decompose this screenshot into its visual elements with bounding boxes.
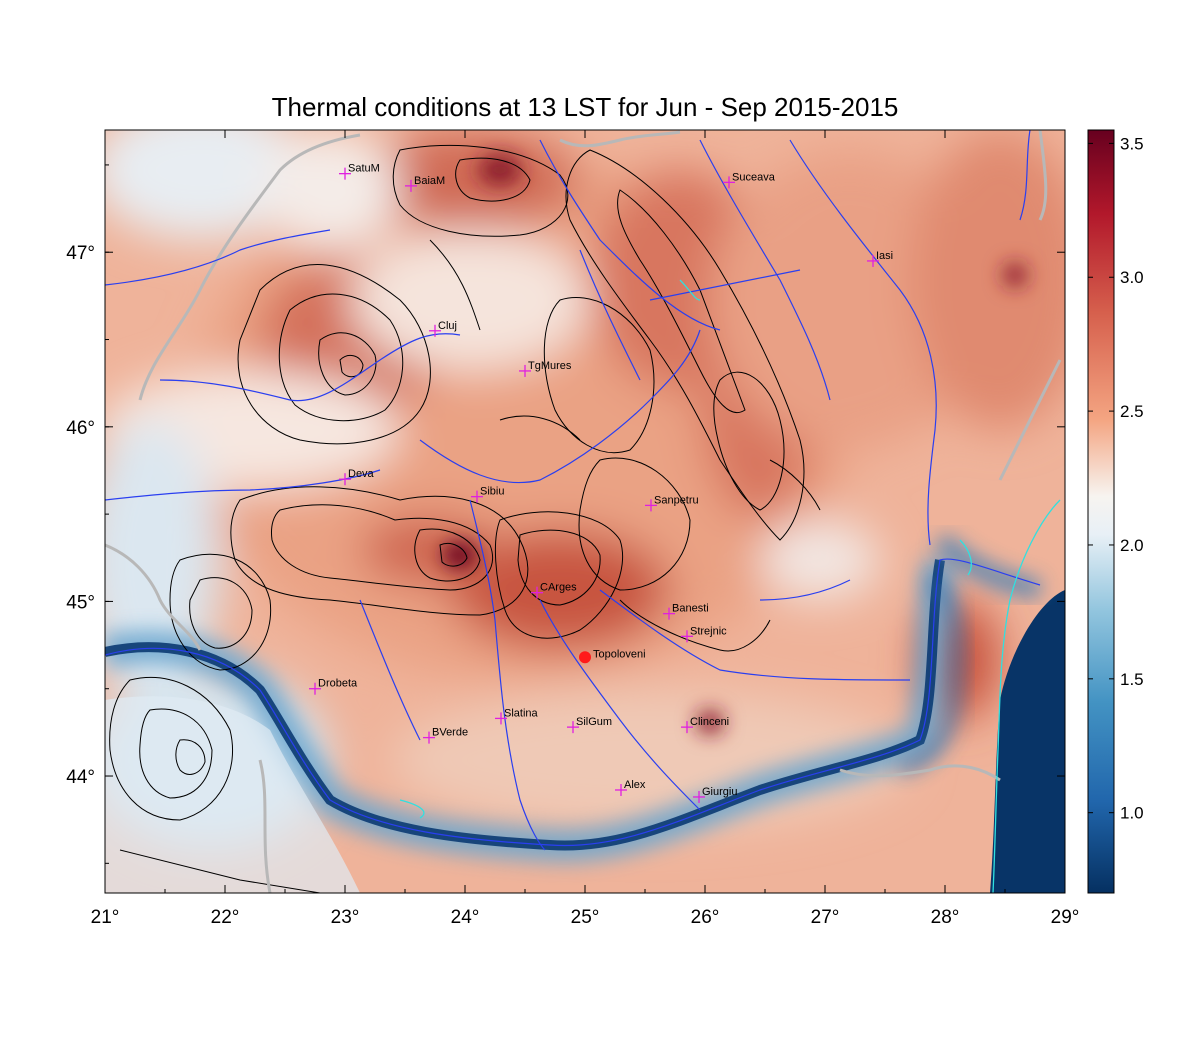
- city-label: Sanpetru: [654, 494, 699, 506]
- city-label: CArges: [540, 582, 577, 594]
- city-marker: Banesti: [663, 603, 709, 620]
- colorbar: [1087, 129, 1115, 894]
- latitude-axis: 44° 45° 46° 47°: [66, 164, 1065, 864]
- highlight-dot: [579, 651, 591, 664]
- city-label: BaiaM: [414, 175, 445, 187]
- city-label: Iasi: [876, 250, 893, 262]
- city-label: Cluj: [438, 320, 457, 332]
- lat-tick-label: 44°: [66, 767, 95, 788]
- city-marker: Slatina: [495, 707, 539, 725]
- lon-tick-label: 24°: [451, 907, 480, 928]
- cb-tick-label: 2.5: [1120, 402, 1144, 421]
- cb-tick-label: 3.5: [1120, 134, 1144, 153]
- city-label: Drobeta: [318, 678, 358, 690]
- city-label: SatuM: [348, 163, 380, 175]
- country-borders: [105, 130, 1062, 893]
- lon-tick-label: 29°: [1051, 907, 1080, 928]
- city-marker: Sanpetru: [645, 494, 699, 512]
- city-marker: TgMures: [519, 360, 572, 377]
- city-label: SilGum: [576, 716, 612, 728]
- lon-tick-label: 27°: [811, 907, 840, 928]
- colorbar-ticks: 1.0 1.5 2.0 2.5 3.0 3.5: [1088, 134, 1144, 823]
- coastline: [399, 279, 1061, 893]
- lat-tick-label: 46°: [66, 418, 95, 439]
- city-marker: Iasi: [867, 250, 893, 267]
- cb-tick-label: 2.0: [1120, 536, 1144, 555]
- city-marker: Alex: [615, 779, 646, 796]
- cb-tick-label: 1.0: [1120, 804, 1144, 823]
- city-marker: Drobeta: [309, 678, 358, 695]
- lon-tick-label: 21°: [91, 907, 120, 928]
- lon-tick-label: 25°: [571, 907, 600, 928]
- city-marker: Sibiu: [471, 486, 504, 503]
- city-marker: Deva: [339, 468, 375, 486]
- city-marker: Strejnic: [681, 625, 727, 643]
- city-marker: Clinceni: [681, 716, 729, 734]
- lat-tick-label: 47°: [66, 243, 95, 264]
- city-label: Alex: [624, 779, 646, 791]
- highlight-marker: Topoloveni: [579, 648, 646, 664]
- elevation-contours: [109, 144, 821, 893]
- lon-tick-label: 26°: [691, 907, 720, 928]
- city-label: Banesti: [672, 603, 709, 615]
- city-marker: SilGum: [567, 716, 612, 734]
- city-label: Sibiu: [480, 486, 504, 498]
- city-label: TgMures: [528, 360, 572, 372]
- city-label: BVerde: [432, 727, 468, 739]
- city-label: Slatina: [504, 707, 539, 719]
- cb-tick-label: 1.5: [1120, 670, 1144, 689]
- city-marker: Giurgiu: [693, 786, 737, 803]
- city-marker: Cluj: [429, 320, 457, 337]
- lat-tick-label: 45°: [66, 592, 95, 613]
- city-marker: Suceava: [723, 171, 776, 189]
- city-marker: BVerde: [423, 727, 468, 744]
- rivers: [105, 130, 1041, 851]
- city-marker: SatuM: [339, 163, 380, 180]
- city-label: Strejnic: [690, 625, 727, 637]
- lon-tick-label: 22°: [211, 907, 240, 928]
- lon-tick-label: 23°: [331, 907, 360, 928]
- map-title: Thermal conditions at 13 LST for Jun - S…: [271, 92, 899, 122]
- city-marker: BaiaM: [405, 175, 445, 192]
- highlight-label: Topoloveni: [593, 648, 646, 660]
- city-label: Clinceni: [690, 716, 729, 728]
- cb-tick-label: 3.0: [1120, 268, 1144, 287]
- city-marker: CArges: [531, 582, 577, 599]
- thermal-field: [105, 130, 1065, 893]
- city-label: Giurgiu: [702, 786, 737, 798]
- lon-tick-label: 28°: [931, 907, 960, 928]
- city-label: Suceava: [732, 171, 776, 183]
- longitude-axis: 21° 22° 23° 24° 25° 26° 27° 28° 29°: [91, 130, 1080, 928]
- city-label: Deva: [348, 468, 375, 480]
- city-markers: SatuM BaiaM Suceava Iasi Cluj TgMures Deva Sibi…: [309, 163, 893, 803]
